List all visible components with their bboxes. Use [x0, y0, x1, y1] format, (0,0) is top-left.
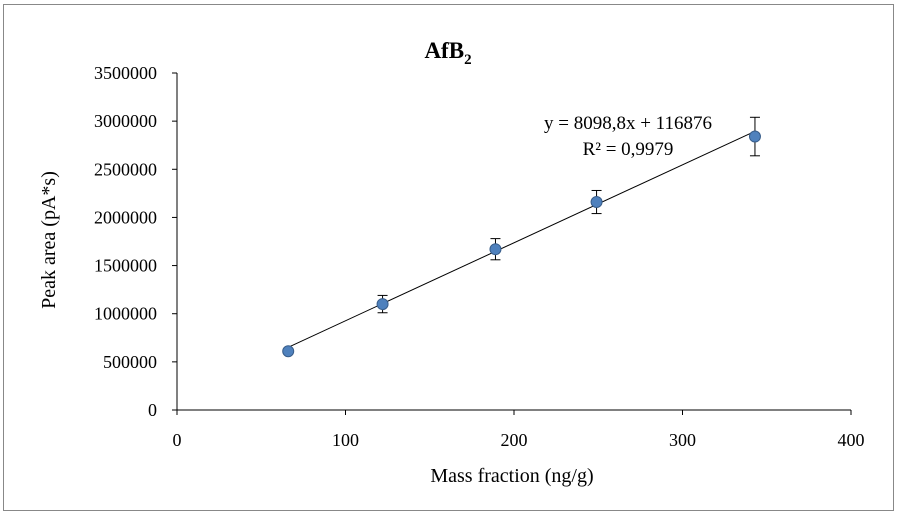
y-tick-label: 500000 — [103, 352, 157, 372]
trendline — [287, 130, 756, 348]
x-tick-label: 400 — [838, 430, 865, 450]
x-axis-title: Mass fraction (ng/g) — [430, 465, 593, 487]
x-tick-label: 300 — [669, 430, 696, 450]
y-tick-labels: 0 500000 1000000 1500000 2000000 2500000 30000… — [94, 63, 177, 420]
y-axis-title: Peak area (pA*s) — [38, 171, 60, 309]
error-bars — [377, 116, 760, 314]
y-tick-label: 2000000 — [94, 207, 157, 227]
chart-area — [3, 4, 894, 511]
data-point — [376, 298, 389, 311]
x-tick-labels: 0 100 200 300 400 — [173, 410, 865, 450]
y-tick-label: 1000000 — [94, 304, 157, 324]
data-point — [489, 243, 502, 256]
x-tick-label: 200 — [501, 430, 528, 450]
chart-title: AfB2 — [424, 38, 471, 68]
x-tick-label: 0 — [173, 430, 182, 450]
y-tick-label: 3000000 — [94, 111, 157, 131]
trendline-equation: y = 8098,8x + 116876 — [544, 113, 712, 134]
y-tick-label: 1500000 — [94, 256, 157, 276]
data-point — [282, 345, 295, 358]
y-tick-label: 3500000 — [94, 63, 157, 83]
data-point — [590, 196, 603, 209]
trendline-r-squared: R² = 0,9979 — [583, 139, 674, 160]
data-points — [282, 130, 761, 358]
data-point — [748, 130, 761, 143]
y-tick-label: 0 — [148, 400, 157, 420]
x-tick-label: 100 — [332, 430, 359, 450]
y-tick-label: 2500000 — [94, 159, 157, 179]
